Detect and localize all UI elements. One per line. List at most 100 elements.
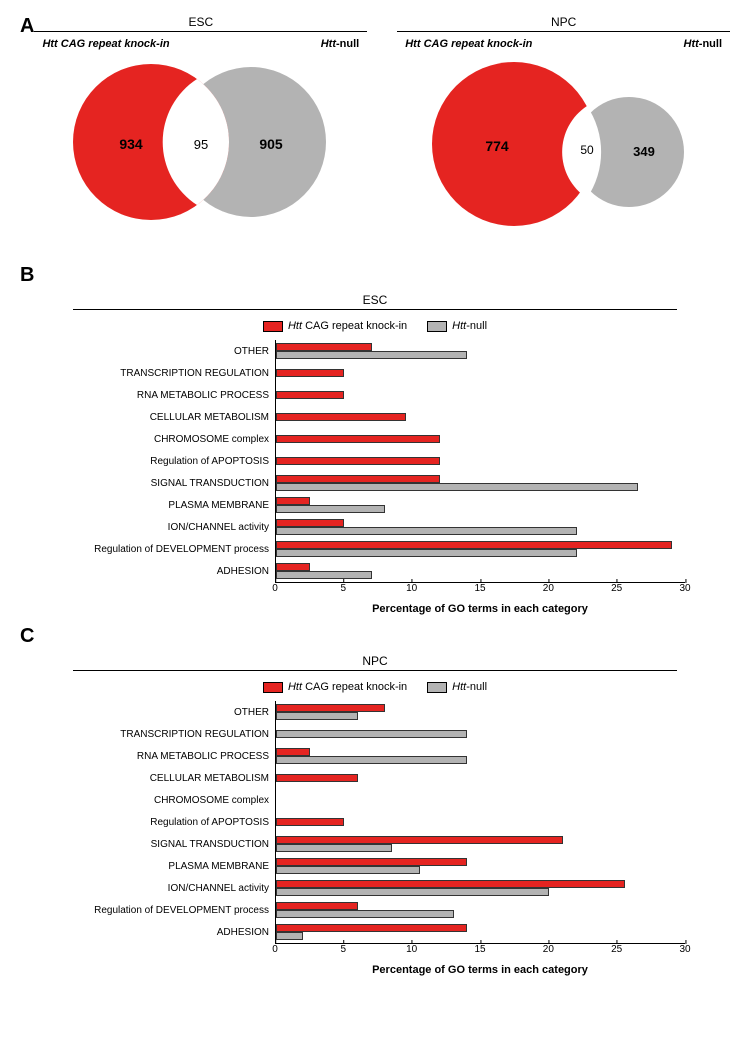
panel-a-label: A — [20, 15, 34, 38]
bar-row: CELLULAR METABOLISM — [65, 767, 685, 789]
panel-c-legend: Htt CAG repeat knock-in Htt-null — [20, 681, 730, 693]
x-tick: 5 — [341, 583, 347, 594]
bar-row: TRANSCRIPTION REGULATION — [65, 362, 685, 384]
bar-row: RNA METABOLIC PROCESS — [65, 384, 685, 406]
bar-red — [276, 391, 344, 399]
bar-red — [276, 836, 563, 844]
bar-red — [276, 475, 440, 483]
bar-label: RNA METABOLIC PROCESS — [65, 390, 275, 401]
bar-row: OTHER — [65, 340, 685, 362]
panel-c-xlabel: Percentage of GO terms in each category — [275, 964, 685, 976]
bar-grey — [276, 505, 385, 513]
bar-label: ION/CHANNEL activity — [65, 522, 275, 533]
bar-red — [276, 457, 440, 465]
bar-row: Regulation of APOPTOSIS — [65, 450, 685, 472]
venn-esc-svg: 934 95 905 — [56, 54, 346, 224]
x-tick: 10 — [406, 583, 417, 594]
bar-red — [276, 704, 385, 712]
bar-grey — [276, 888, 549, 896]
venn-npc-svg: 774 50 349 — [419, 54, 709, 234]
svg-text:50: 50 — [580, 143, 594, 157]
bar-label: CELLULAR METABOLISM — [65, 773, 275, 784]
bar-grey — [276, 866, 420, 874]
bar-row: CHROMOSOME complex — [65, 789, 685, 811]
bar-label: TRANSCRIPTION REGULATION — [65, 368, 275, 379]
x-tick: 30 — [679, 944, 690, 955]
bar-label: OTHER — [65, 707, 275, 718]
panel-b-label: B — [20, 264, 34, 287]
bar-red — [276, 858, 467, 866]
bar-red — [276, 880, 625, 888]
bar-grey — [276, 712, 358, 720]
panel-b-title: ESC — [73, 293, 677, 310]
bar-red — [276, 748, 310, 756]
bar-row: SIGNAL TRANSDUCTION — [65, 472, 685, 494]
bar-label: CELLULAR METABOLISM — [65, 412, 275, 423]
x-tick: 15 — [474, 583, 485, 594]
venn-esc-title: ESC — [34, 15, 367, 32]
bar-label: SIGNAL TRANSDUCTION — [65, 839, 275, 850]
bar-label: Regulation of DEVELOPMENT process — [65, 905, 275, 916]
bar-red — [276, 413, 406, 421]
bar-label: TRANSCRIPTION REGULATION — [65, 729, 275, 740]
bar-row: OTHER — [65, 701, 685, 723]
bar-row: Regulation of DEVELOPMENT process — [65, 899, 685, 921]
svg-text:905: 905 — [259, 136, 283, 152]
bar-grey — [276, 571, 372, 579]
x-tick: 30 — [679, 583, 690, 594]
bar-label: CHROMOSOME complex — [65, 795, 275, 806]
bar-grey — [276, 483, 638, 491]
bar-label: PLASMA MEMBRANE — [65, 500, 275, 511]
bar-row: TRANSCRIPTION REGULATION — [65, 723, 685, 745]
x-tick: 20 — [543, 583, 554, 594]
bar-row: CHROMOSOME complex — [65, 428, 685, 450]
x-tick: 5 — [341, 944, 347, 955]
panel-b-chart: OTHER TRANSCRIPTION REGULATION RNA METAB… — [65, 340, 685, 615]
venn-npc-left-label: Htt CAG repeat knock-in — [405, 38, 532, 50]
bar-row: ADHESION — [65, 560, 685, 582]
bar-label: Regulation of APOPTOSIS — [65, 456, 275, 467]
x-tick: 10 — [406, 944, 417, 955]
bar-row: CELLULAR METABOLISM — [65, 406, 685, 428]
bar-label: OTHER — [65, 346, 275, 357]
bar-red — [276, 563, 310, 571]
bar-label: ADHESION — [65, 566, 275, 577]
bar-red — [276, 369, 344, 377]
venn-npc-title: NPC — [397, 15, 730, 32]
bar-red — [276, 519, 344, 527]
bar-grey — [276, 910, 454, 918]
bar-row: PLASMA MEMBRANE — [65, 855, 685, 877]
x-tick: 20 — [543, 944, 554, 955]
bar-red — [276, 902, 358, 910]
bar-grey — [276, 932, 303, 940]
svg-text:774: 774 — [485, 138, 509, 154]
bar-grey — [276, 549, 577, 557]
bar-row: ION/CHANNEL activity — [65, 516, 685, 538]
panel-b-xlabel: Percentage of GO terms in each category — [275, 603, 685, 615]
svg-text:349: 349 — [633, 144, 655, 159]
bar-red — [276, 435, 440, 443]
bar-label: CHROMOSOME complex — [65, 434, 275, 445]
bar-row: PLASMA MEMBRANE — [65, 494, 685, 516]
bar-label: SIGNAL TRANSDUCTION — [65, 478, 275, 489]
venn-esc-left-label: Htt CAG repeat knock-in — [42, 38, 169, 50]
bar-label: RNA METABOLIC PROCESS — [65, 751, 275, 762]
panel-b-legend: Htt CAG repeat knock-in Htt-null — [20, 320, 730, 332]
bar-red — [276, 818, 344, 826]
svg-text:95: 95 — [194, 137, 208, 152]
x-tick: 0 — [272, 944, 278, 955]
panel-c-title: NPC — [73, 654, 677, 671]
bar-grey — [276, 730, 467, 738]
bar-row: Regulation of APOPTOSIS — [65, 811, 685, 833]
bar-label: PLASMA MEMBRANE — [65, 861, 275, 872]
bar-grey — [276, 527, 577, 535]
bar-red — [276, 774, 358, 782]
bar-grey — [276, 351, 467, 359]
bar-label: ION/CHANNEL activity — [65, 883, 275, 894]
bar-row: ION/CHANNEL activity — [65, 877, 685, 899]
bar-label: ADHESION — [65, 927, 275, 938]
bar-row: RNA METABOLIC PROCESS — [65, 745, 685, 767]
panel-c-chart: OTHER TRANSCRIPTION REGULATION RNA METAB… — [65, 701, 685, 976]
bar-grey — [276, 756, 467, 764]
bar-red — [276, 924, 467, 932]
